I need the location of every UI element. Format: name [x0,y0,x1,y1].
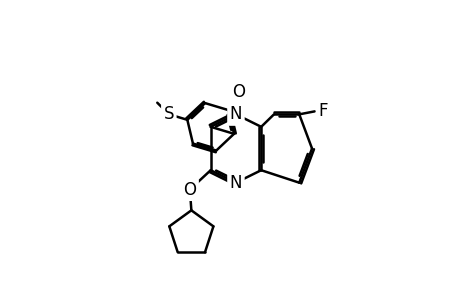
Text: O: O [183,181,196,199]
Text: N: N [229,174,242,192]
Text: F: F [318,102,327,120]
Text: O: O [231,83,244,101]
Text: N: N [229,105,242,123]
Text: S: S [163,105,174,123]
